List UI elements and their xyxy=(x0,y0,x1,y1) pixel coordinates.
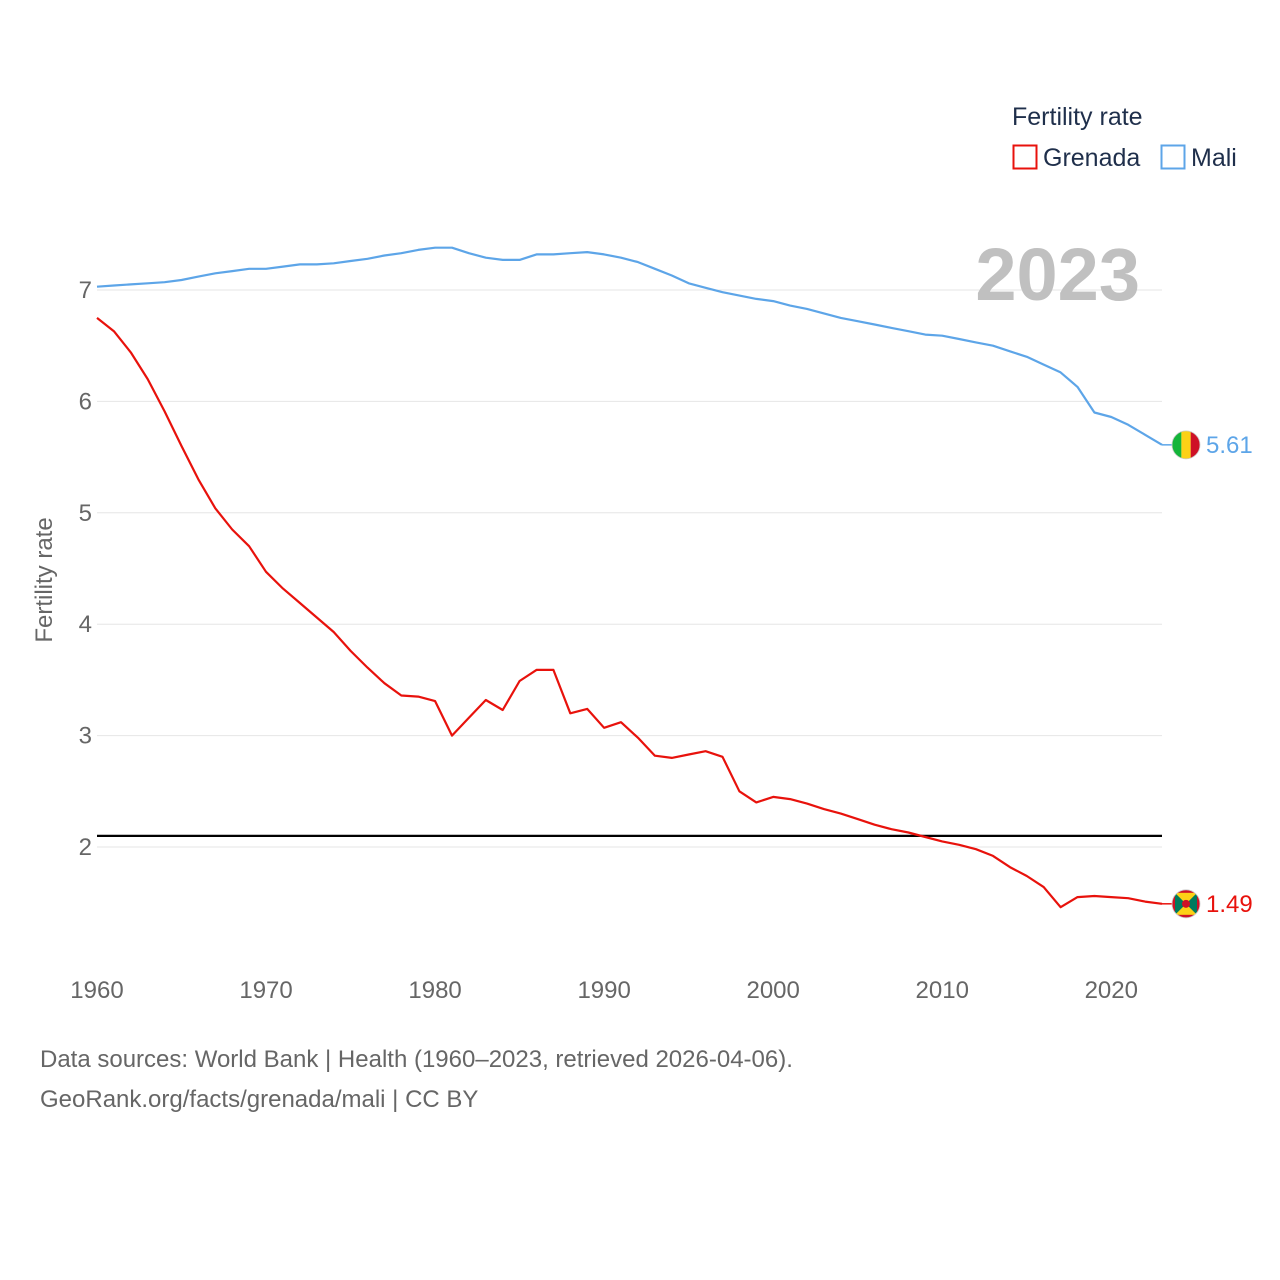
x-tick-2000: 2000 xyxy=(746,977,799,1004)
legend-swatch-grenada xyxy=(1012,144,1038,170)
y-tick-4: 4 xyxy=(79,611,92,638)
mali-flag-icon xyxy=(1171,430,1201,460)
legend-label-mali: Mali xyxy=(1191,144,1237,172)
series-lines xyxy=(96,246,1163,909)
x-tick-1990: 1990 xyxy=(577,977,630,1004)
legend-item-mali[interactable]: Mali xyxy=(1160,144,1237,172)
y-tick-labels: 2 3 4 5 6 7 xyxy=(79,277,92,861)
y-tick-2: 2 xyxy=(79,834,92,861)
x-tick-1970: 1970 xyxy=(239,977,292,1004)
source-line-2: GeoRank.org/facts/grenada/mali | CC BY xyxy=(40,1086,479,1113)
x-tick-1980: 1980 xyxy=(408,977,461,1004)
legend-swatch-mali xyxy=(1160,144,1186,170)
legend: Fertility rate Grenada Mali xyxy=(1012,103,1237,172)
end-value-label-mali: 5.61 xyxy=(1206,432,1253,459)
x-tick-1960: 1960 xyxy=(70,977,123,1004)
year-label: 2023 xyxy=(975,233,1140,316)
y-tick-5: 5 xyxy=(79,500,92,527)
y-tick-3: 3 xyxy=(79,723,92,750)
x-tick-labels: 1960 1970 1980 1990 2000 2010 2020 xyxy=(70,977,1138,1004)
source-note: Data sources: World Bank | Health (1960–… xyxy=(40,1040,793,1120)
grenada-flag-icon xyxy=(1171,889,1201,919)
x-tick-2010: 2010 xyxy=(916,977,969,1004)
y-tick-6: 6 xyxy=(79,388,92,415)
legend-label-grenada: Grenada xyxy=(1043,144,1140,172)
series-end-markers: 1.49 5.61 xyxy=(1162,430,1253,919)
x-tick-2020: 2020 xyxy=(1085,977,1138,1004)
y-axis-title: Fertility rate xyxy=(31,517,58,642)
series-line-grenada xyxy=(96,317,1163,909)
series-line-mali xyxy=(96,246,1163,446)
source-line-1: Data sources: World Bank | Health (1960–… xyxy=(40,1046,793,1073)
legend-item-grenada[interactable]: Grenada xyxy=(1012,144,1141,172)
y-tick-7: 7 xyxy=(79,277,92,304)
end-value-label-grenada: 1.49 xyxy=(1206,891,1253,918)
legend-title: Fertility rate xyxy=(1012,103,1143,131)
y-gridlines xyxy=(97,289,1162,848)
